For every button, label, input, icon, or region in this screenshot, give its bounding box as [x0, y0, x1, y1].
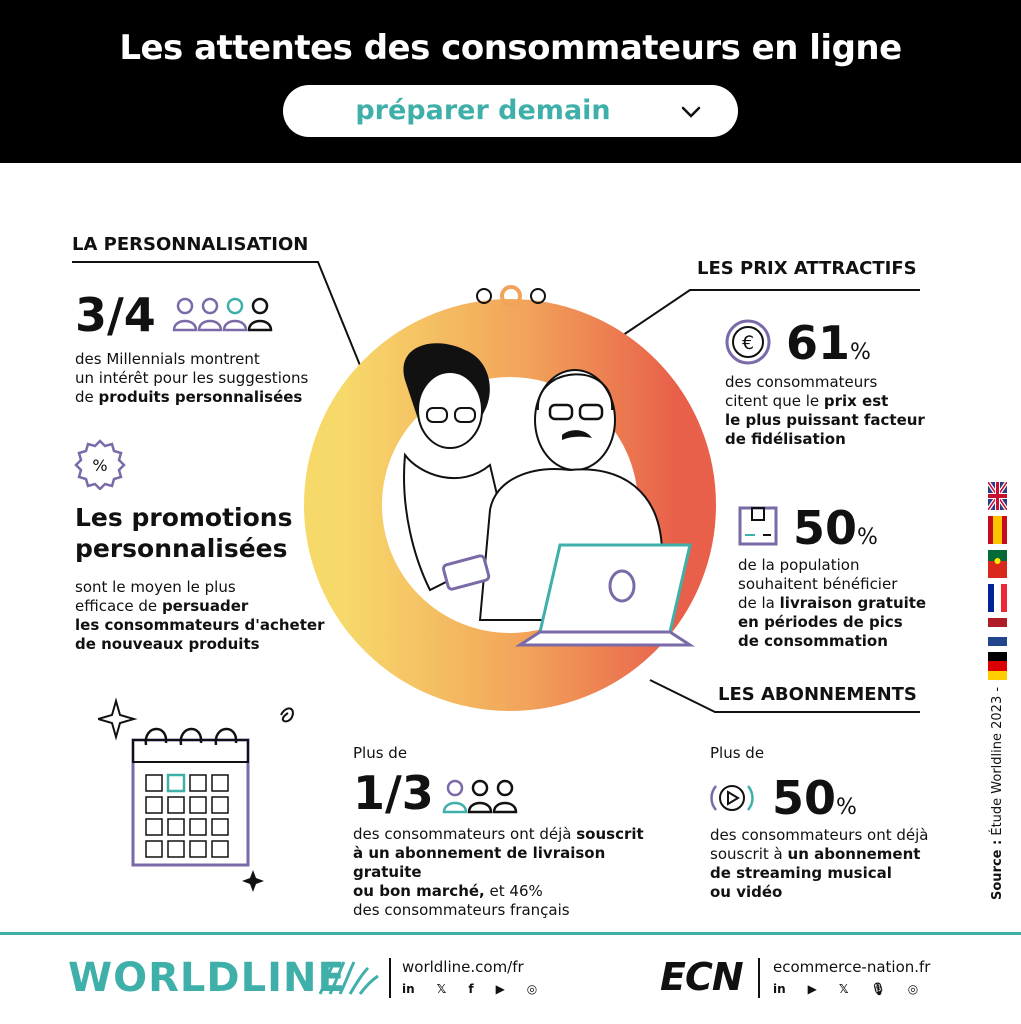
promotions-text-line: de nouveaux produits	[75, 635, 260, 653]
worldline-url-link[interactable]: worldline.com/fr	[402, 958, 524, 976]
section-heading-personnalisation: LA PERSONNALISATION	[72, 234, 309, 255]
ecn-social-links: in ▶ 𝕏 🎙 ◎	[773, 982, 918, 996]
instagram-icon[interactable]: ◎	[907, 982, 919, 996]
footer-separator	[389, 958, 391, 998]
prix-text-line: de la population	[738, 556, 860, 574]
worldline-waves-icon	[318, 961, 379, 995]
linkedin-icon[interactable]: in	[402, 982, 415, 996]
prix-text-line: en périodes de pics	[738, 613, 903, 631]
prix-text-line: de la livraison gratuite	[738, 594, 927, 612]
topic-selector-dropdown[interactable]: préparer demain	[283, 85, 738, 137]
stat-61: 61%	[786, 316, 871, 370]
right-prefix: Plus de	[710, 744, 765, 762]
connector-lines	[72, 261, 920, 713]
calendar-icon	[98, 697, 294, 892]
personnalisation-text-line: un intérêt pour les suggestions	[75, 369, 309, 387]
left-prefix: Plus de	[353, 744, 408, 762]
podcast-microphone-icon[interactable]: 🎙	[870, 982, 886, 996]
prix-text-line: des consommateurs	[725, 373, 878, 391]
stat-one-third: 1/3	[353, 766, 434, 820]
central-illustration	[304, 285, 716, 711]
people-icons	[442, 779, 518, 814]
promotions-title-line: personnalisées	[75, 534, 288, 563]
chevron-down-icon	[681, 106, 701, 118]
x-twitter-icon[interactable]: 𝕏	[838, 982, 849, 996]
personnalisation-text-line: de produits personnalisées	[75, 388, 303, 406]
x-twitter-icon[interactable]: 𝕏	[436, 982, 447, 996]
abonnements-text-line: des consommateurs ont déjà	[710, 826, 929, 844]
abonnements-text-line: des consommateurs ont déjà souscrit	[353, 825, 644, 843]
section-heading-abonnements: LES ABONNEMENTS	[718, 684, 917, 705]
prix-text-line: souhaitent bénéficier	[738, 575, 898, 593]
abonnements-text-line: souscrit à un abonnement	[710, 845, 921, 863]
play-streaming-icon	[710, 785, 754, 811]
worldline-social-links: in 𝕏 f ▶ ◎	[402, 982, 537, 996]
promotions-text-line: les consommateurs d'acheter	[75, 616, 325, 634]
package-box-icon	[738, 506, 778, 546]
page-title: Les attentes des consommateurs en ligne	[119, 28, 902, 68]
youtube-icon[interactable]: ▶	[495, 982, 505, 996]
selector-label: préparer demain	[355, 95, 611, 126]
flag-spain-icon[interactable]	[988, 516, 1007, 544]
prix-text-line: de consommation	[738, 632, 888, 650]
youtube-icon[interactable]: ▶	[807, 982, 817, 996]
linkedin-icon[interactable]: in	[773, 982, 786, 996]
svg-text:€: €	[742, 332, 754, 354]
worldline-logo[interactable]: WORLDLINE	[68, 955, 346, 1001]
stat-50-streaming: 50%	[772, 771, 857, 825]
svg-text:%: %	[92, 456, 107, 475]
ecn-logo[interactable]: ECN	[660, 955, 744, 999]
stat-three-quarters: 3/4	[75, 288, 156, 342]
flag-france-icon[interactable]	[988, 584, 1007, 612]
flag-uk-icon[interactable]	[988, 482, 1007, 510]
section-heading-prix: LES PRIX ATTRACTIFS	[697, 258, 917, 279]
abonnements-text-line: de streaming musical	[710, 864, 892, 882]
discount-badge-icon: %	[74, 439, 126, 490]
promotions-text-line: efficace de persuader	[75, 597, 249, 615]
prix-text-line: le plus puissant facteur	[725, 411, 925, 429]
ecn-url-link[interactable]: ecommerce-nation.fr	[773, 958, 931, 976]
promotions-text-line: sont le moyen le plus	[75, 578, 236, 596]
abonnements-text-line: à un abonnement de livraison gratuite	[353, 844, 606, 881]
abonnements-text-line: des consommateurs français	[353, 901, 570, 919]
footer-separator	[758, 958, 760, 998]
flag-germany-icon[interactable]	[988, 652, 1007, 680]
prix-text-line: citent que le prix est	[725, 392, 889, 410]
facebook-icon[interactable]: f	[468, 982, 474, 996]
abonnements-text-line: ou vidéo	[710, 883, 783, 901]
flag-portugal-icon[interactable]	[988, 550, 1007, 578]
flag-netherlands-icon[interactable]	[988, 618, 1007, 646]
instagram-icon[interactable]: ◎	[526, 982, 538, 996]
people-icons	[172, 297, 273, 332]
euro-coin-icon: €	[725, 319, 771, 365]
source-citation: Source : Étude Worldline 2023 -	[990, 686, 1005, 900]
promotions-title-line: Les promotions	[75, 503, 293, 532]
footer-divider	[0, 932, 1021, 935]
stat-50-livraison: 50%	[793, 501, 878, 555]
personnalisation-text-line: des Millennials montrent	[75, 350, 260, 368]
prix-text-line: de fidélisation	[725, 430, 846, 448]
abonnements-text-line: ou bon marché, et 46%	[353, 882, 543, 900]
